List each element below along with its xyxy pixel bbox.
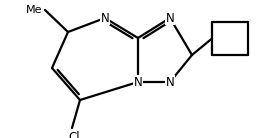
Text: Cl: Cl (68, 131, 80, 138)
Text: N: N (101, 11, 109, 25)
Text: N: N (166, 75, 174, 88)
Text: Me: Me (25, 5, 42, 15)
Text: N: N (134, 75, 142, 88)
Text: N: N (166, 11, 174, 25)
